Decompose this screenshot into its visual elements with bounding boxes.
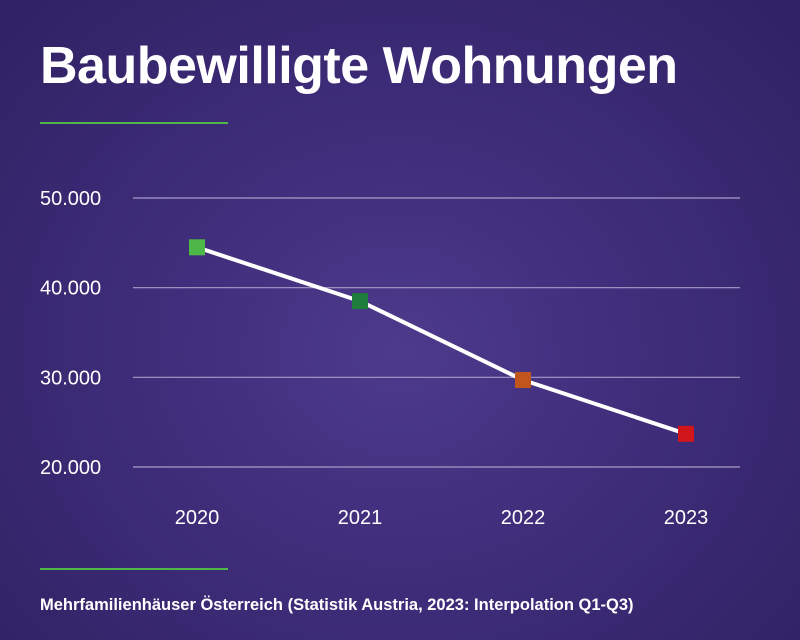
series-line: [196, 245, 687, 436]
data-point-marker: [352, 293, 368, 310]
y-tick-label: 40.000: [40, 278, 101, 300]
data-point-marker: [678, 425, 694, 442]
y-axis-tick-labels: 50.000 40.000 30.000 20.000: [40, 188, 101, 479]
y-tick-label: 20.000: [40, 457, 101, 479]
y-tick-label: 30.000: [40, 367, 101, 389]
x-tick-label: 2022: [501, 507, 546, 529]
x-axis-tick-labels: 2020 2021 2022 2023: [175, 507, 709, 529]
y-tick-label: 50.000: [40, 188, 101, 210]
x-tick-label: 2023: [664, 507, 709, 529]
data-markers: [189, 239, 694, 442]
title-underline: [40, 122, 228, 124]
x-tick-label: 2021: [338, 507, 383, 529]
data-point-marker: [515, 372, 531, 389]
source-note: Mehrfamilienhäuser Österreich (Statistik…: [40, 596, 634, 614]
chart-title: Baubewilligte Wohnungen: [40, 37, 678, 95]
x-tick-label: 2020: [175, 507, 220, 529]
footer-rule: [40, 568, 228, 570]
data-point-marker: [189, 239, 205, 256]
gridlines: [133, 197, 740, 468]
series-line-layer: [196, 245, 687, 436]
